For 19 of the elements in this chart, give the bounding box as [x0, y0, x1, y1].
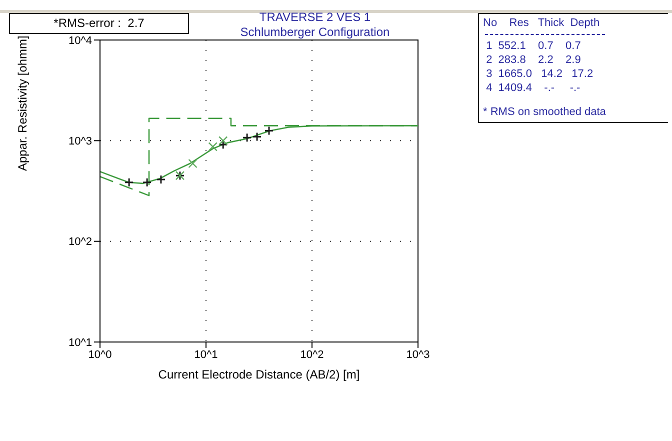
text: 2 283.8 2.2 2.9 — [485, 53, 582, 67]
chart-subtitle: Schlumberger Configuration — [239, 25, 391, 40]
y-tick-label: 10^2 — [68, 236, 92, 248]
text: No Res Thick Depth — [483, 16, 601, 30]
text: 4 1409.4 -.- -.- — [485, 81, 582, 95]
text: * RMS on smoothed data — [483, 105, 607, 119]
y-tick-label: 10^4 — [68, 34, 92, 47]
x-axis-title: Current Electrode Distance (AB/2) [m] — [158, 368, 360, 382]
x-tick-label: 10^3 — [406, 348, 430, 361]
y-tick-label: 10^1 — [68, 336, 92, 349]
text: 1 552.1 0.7 0.7 — [485, 39, 582, 53]
y-tick-label: 10^3 — [68, 136, 92, 148]
chart-title: TRAVERSE 2 VES 1 — [258, 10, 372, 25]
text: *RMS-error : 2.7 — [9, 13, 189, 34]
x-tick-label: 10^1 — [194, 348, 218, 361]
x-tick-label: 10^2 — [300, 348, 324, 361]
y-axis-title: Appar. Resistivity [ohmm] — [15, 36, 30, 171]
text: 3 1665.0 14.2 17.2 — [485, 67, 594, 81]
x-tick-label: 10^0 — [88, 348, 112, 361]
